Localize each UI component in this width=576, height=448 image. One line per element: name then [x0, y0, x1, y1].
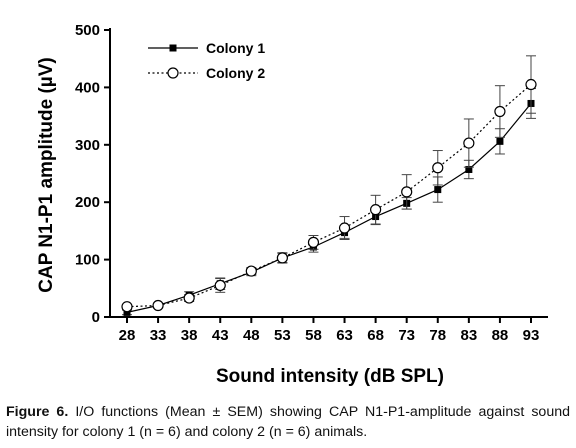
data-point — [152, 299, 164, 312]
legend-label: Colony 2 — [206, 65, 265, 81]
data-point — [123, 308, 131, 316]
series-line — [126, 84, 532, 308]
chart-axes — [104, 28, 548, 323]
y-axis-label: CAP N1-P1 amplitude (µV) — [36, 57, 57, 292]
x-tick-label: 83 — [461, 327, 478, 344]
y-tick-label: 400 — [75, 79, 100, 96]
y-tick-label: 300 — [75, 137, 100, 154]
y-tick-label: 200 — [75, 194, 100, 211]
x-tick-label: 68 — [367, 327, 384, 344]
figure-label: Figure 6. — [6, 404, 69, 420]
y-tick-label: 0 — [92, 309, 100, 326]
legend: Colony 1 Colony 2 — [148, 40, 265, 81]
data-point — [525, 78, 537, 91]
x-tick-label: 38 — [181, 327, 198, 344]
data-point — [245, 265, 257, 277]
x-tick-label: 63 — [336, 327, 353, 344]
x-tick-label: 43 — [212, 327, 229, 344]
data-point — [496, 137, 504, 145]
series-1 — [122, 88, 536, 316]
data-point — [463, 137, 475, 149]
series-2 — [121, 55, 537, 313]
data-point — [370, 204, 382, 216]
x-tick-label: 78 — [429, 327, 446, 344]
x-tick-label: 53 — [274, 327, 291, 344]
series-layer — [121, 55, 537, 316]
legend-marker — [169, 44, 177, 52]
data-point — [465, 165, 473, 173]
y-tick-label: 100 — [75, 252, 100, 269]
series-line — [126, 103, 532, 313]
data-point — [121, 301, 133, 313]
x-axis-label: Sound intensity (dB SPL) — [216, 366, 444, 387]
x-tick-label: 73 — [398, 327, 415, 344]
data-point — [214, 279, 226, 292]
legend-marker — [167, 67, 179, 79]
data-point — [434, 186, 442, 194]
data-point — [338, 222, 351, 234]
x-tick-label: 88 — [492, 327, 509, 344]
legend-label: Colony 1 — [206, 40, 265, 56]
x-tick-label: 33 — [150, 327, 167, 344]
y-tick-labels: 0 100 200 300 400 500 — [75, 22, 100, 326]
y-tick-label: 500 — [75, 22, 100, 39]
x-tick-labels: 28 33 38 43 48 53 58 63 68 73 78 83 88 93 — [119, 327, 540, 344]
figure-caption: Figure 6. I/O functions (Mean ± SEM) sho… — [0, 402, 576, 442]
x-tick-label: 58 — [305, 327, 322, 344]
data-point — [494, 105, 506, 118]
cap-amplitude-chart: 0 100 200 300 400 500 28 33 38 43 48 53 58 63 68 73 78 8… — [36, 22, 548, 387]
data-point — [401, 186, 413, 198]
data-point — [183, 292, 195, 304]
figure-caption-text: I/O functions (Mean ± SEM) showing CAP N… — [6, 404, 570, 440]
x-tick-label: 93 — [523, 327, 540, 344]
data-point — [432, 162, 444, 174]
data-point — [307, 236, 320, 248]
x-tick-label: 48 — [243, 327, 260, 344]
x-tick-label: 28 — [119, 327, 136, 344]
data-point — [276, 252, 288, 264]
